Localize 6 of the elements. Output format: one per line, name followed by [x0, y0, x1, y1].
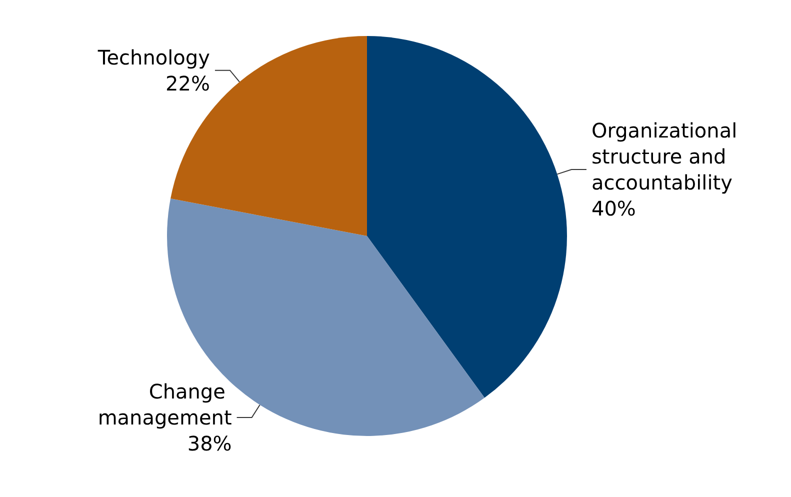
slice-label: Technology [96, 45, 210, 70]
data-label: 40% [591, 196, 636, 221]
data-label: 22% [166, 71, 210, 96]
slice-label: Change management [98, 380, 232, 430]
data-label: 38% [187, 432, 232, 456]
slice-label: Organizational structure and accountability [591, 118, 744, 195]
